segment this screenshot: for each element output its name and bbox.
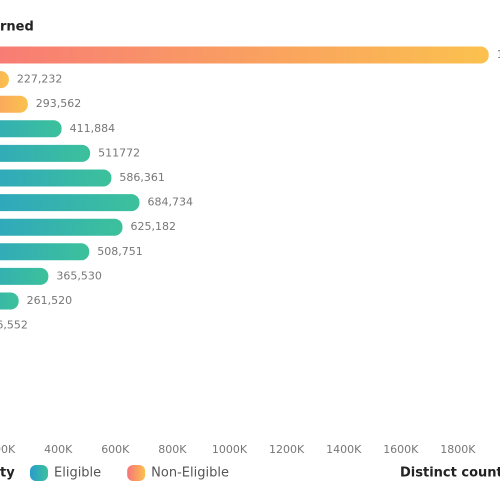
bar-label: 106,552 bbox=[0, 319, 28, 332]
bar bbox=[0, 46, 489, 64]
legend-swatch bbox=[30, 465, 48, 481]
x-tick-label: 600K bbox=[101, 443, 130, 456]
bar bbox=[0, 267, 49, 285]
bar bbox=[0, 292, 19, 310]
bar-label: 365,530 bbox=[56, 269, 101, 282]
x-tick-label: 1800K bbox=[440, 443, 476, 456]
bar-label: 293,562 bbox=[36, 97, 82, 110]
bar bbox=[0, 120, 62, 138]
bar-label: 511772 bbox=[98, 146, 140, 159]
bar bbox=[0, 194, 140, 212]
bar bbox=[0, 144, 91, 162]
bar-label: 227,232 bbox=[17, 73, 63, 86]
legend-label: Eligible bbox=[54, 466, 101, 481]
bar-label: 625,182 bbox=[130, 220, 176, 233]
x-tick-label: 1000K bbox=[212, 443, 248, 456]
x-tick-label: 1600K bbox=[383, 443, 419, 456]
legend-label: Non-Eligible bbox=[151, 466, 229, 481]
bar bbox=[0, 71, 9, 89]
bar-label: 1,908,000 bbox=[497, 48, 500, 61]
x-tick-label: 800K bbox=[158, 443, 187, 456]
x-tick-label: 1200K bbox=[269, 443, 305, 456]
bar bbox=[0, 243, 90, 261]
bar bbox=[0, 218, 123, 236]
x-tick-label: 1400K bbox=[326, 443, 362, 456]
legend-title: ty bbox=[0, 466, 15, 481]
axis-title: Distinct count of bbox=[400, 466, 500, 481]
x-tick-label: 200K bbox=[0, 443, 16, 456]
bar-label: 411,884 bbox=[70, 122, 116, 135]
bar-label: 684,734 bbox=[147, 196, 193, 209]
bar-label: 586,361 bbox=[119, 171, 165, 184]
bar bbox=[0, 169, 112, 187]
x-tick-label: 400K bbox=[44, 443, 73, 456]
bar-label: 261,520 bbox=[27, 294, 72, 307]
legend-swatch bbox=[127, 465, 146, 481]
bar bbox=[0, 95, 28, 113]
chart-title: rned bbox=[0, 20, 34, 35]
bar-label: 508,751 bbox=[97, 245, 143, 258]
